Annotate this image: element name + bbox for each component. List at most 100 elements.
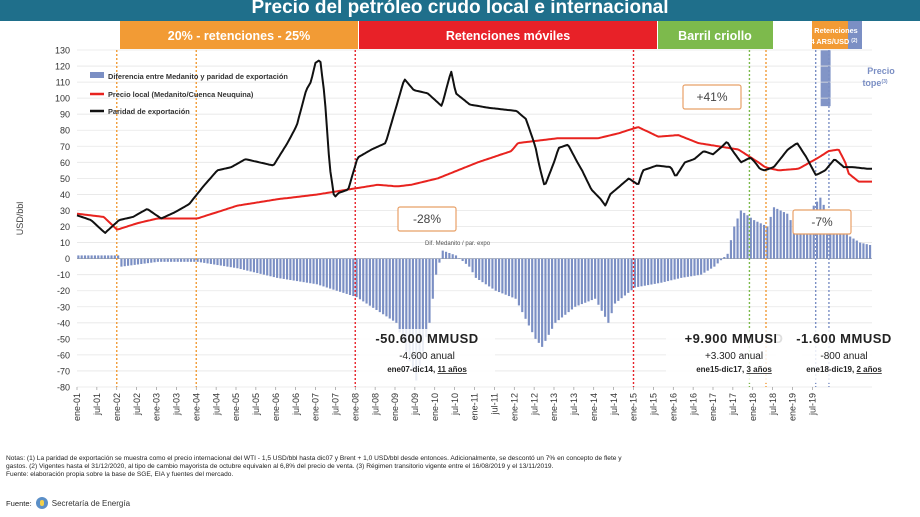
- diff-bar: [229, 258, 232, 268]
- diff-bar: [401, 258, 405, 343]
- source-line: Fuente: Secretaría de Energía: [6, 497, 130, 509]
- period-band-5: [848, 21, 862, 49]
- diff-bar: [329, 258, 332, 289]
- diff-bar: [398, 258, 401, 333]
- dif-label: Dif. Medanito / par. expo: [425, 241, 491, 247]
- diff-bar: [285, 258, 289, 280]
- total-annual-1: -4.600 anual: [399, 351, 455, 362]
- precio-tope-note: (3): [881, 79, 887, 85]
- x-tick-label: ene-18: [748, 393, 758, 421]
- diff-bar: [385, 258, 388, 317]
- diff-bar: [219, 258, 222, 266]
- diff-bar: [196, 258, 199, 262]
- diff-bar: [461, 258, 464, 262]
- diff-bar: [839, 230, 842, 259]
- diff-bar: [120, 258, 123, 267]
- diff-bar: [206, 258, 209, 264]
- total-range-2: ene15-dic17, 3 años: [696, 365, 772, 374]
- diff-bar: [236, 258, 239, 269]
- period-band-1: [120, 21, 358, 49]
- diff-bar: [246, 258, 249, 271]
- diff-bar: [478, 258, 481, 281]
- x-tick-label: jul-18: [768, 393, 778, 416]
- diff-bar: [494, 258, 497, 291]
- diff-bar: [411, 258, 415, 371]
- x-tick-label: ene-09: [390, 393, 400, 421]
- diff-bar: [713, 258, 716, 267]
- diff-bar: [90, 255, 93, 259]
- diff-bar: [295, 258, 299, 282]
- diff-bar: [179, 258, 183, 262]
- diff-bar: [160, 258, 163, 262]
- y-tick-label: 40: [60, 190, 70, 200]
- diff-bar: [153, 258, 156, 263]
- diff-bar: [597, 258, 600, 305]
- diff-bar: [156, 258, 159, 262]
- diff-bar: [262, 258, 265, 275]
- diff-bar: [759, 223, 762, 259]
- series-precio-local: [76, 126, 872, 231]
- y-tick-label: 70: [60, 142, 70, 152]
- diff-bar: [746, 215, 749, 259]
- legend-label-1: Diferencia entre Medanito y paridad de e…: [108, 72, 288, 81]
- diff-bar: [709, 258, 713, 269]
- diff-bar: [203, 258, 206, 263]
- diff-bar: [299, 258, 302, 282]
- diff-bar: [448, 253, 451, 259]
- diff-bar: [799, 220, 802, 259]
- y-tick-label: 50: [60, 174, 70, 184]
- diff-bar: [772, 207, 776, 259]
- diff-bar: [521, 258, 524, 313]
- x-tick-label: ene-06: [271, 393, 281, 421]
- pct-label-2: -28%: [413, 212, 441, 226]
- diff-bar: [600, 258, 603, 311]
- x-tick-label: jul-09: [410, 393, 420, 416]
- x-tick-label: jul-19: [808, 393, 818, 416]
- diff-bar: [415, 258, 418, 381]
- diff-bar: [242, 258, 246, 270]
- diff-bar: [537, 258, 540, 343]
- diff-bar: [272, 258, 275, 278]
- period-band-2: [359, 21, 657, 49]
- diff-bar: [421, 258, 424, 352]
- x-tick-label: ene-11: [470, 393, 480, 420]
- diff-bar: [849, 236, 852, 259]
- total-years-3: 2 años: [856, 365, 882, 374]
- y-tick-label: -10: [57, 270, 70, 280]
- diff-bar: [603, 258, 607, 317]
- diff-bar: [444, 251, 448, 259]
- diff-bar: [395, 258, 398, 323]
- diff-bar: [676, 258, 680, 279]
- diff-bar: [865, 244, 868, 259]
- total-years-1: 11 años: [437, 365, 467, 374]
- diff-bar: [574, 258, 577, 307]
- diff-bar: [488, 258, 491, 287]
- x-tick-label: ene-02: [112, 393, 122, 421]
- diff-bar: [282, 258, 285, 279]
- y-tick-label: 10: [60, 238, 70, 248]
- x-tick-label: ene-03: [152, 393, 162, 421]
- diff-bar: [428, 258, 431, 323]
- diff-bar: [454, 255, 458, 259]
- diff-bar: [739, 210, 742, 259]
- diff-bar: [557, 258, 560, 321]
- diff-bar: [753, 220, 756, 259]
- diff-bar: [312, 258, 315, 284]
- diff-bar: [170, 258, 173, 262]
- diff-bar: [117, 255, 120, 259]
- diff-bar: [782, 212, 786, 259]
- diff-bar: [584, 258, 587, 303]
- legend-label-2: Precio local (Medanito/Cuenca Neuquina): [108, 90, 254, 99]
- diff-bar: [199, 258, 203, 263]
- diff-bar: [610, 258, 613, 314]
- diff-bar: [388, 258, 391, 319]
- y-tick-label: -60: [57, 350, 70, 360]
- argentina-emblem-icon: [35, 497, 48, 509]
- diff-bar: [80, 255, 83, 259]
- diff-bar: [322, 258, 325, 287]
- diff-bar: [743, 212, 746, 259]
- diff-bar: [749, 217, 752, 259]
- diff-bar: [110, 255, 113, 259]
- diff-bar: [83, 255, 87, 259]
